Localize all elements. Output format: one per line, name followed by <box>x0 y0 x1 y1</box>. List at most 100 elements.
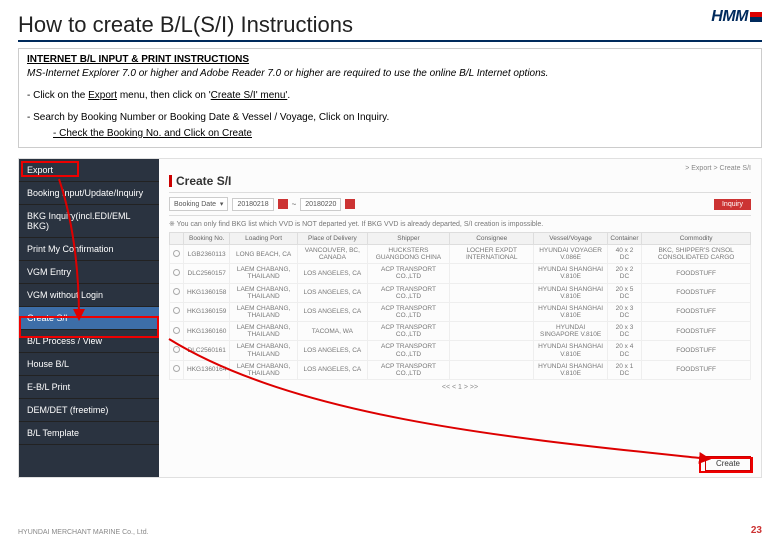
pager[interactable]: << < 1 > >> <box>169 384 751 391</box>
table-header: Booking No. <box>184 233 230 245</box>
table-cell: FOODSTUFF <box>642 302 751 321</box>
filter-select[interactable]: Booking Date ▾ <box>169 197 228 211</box>
table-cell: ACP TRANSPORT CO.,LTD <box>367 302 449 321</box>
section-title: Create S/I <box>169 174 751 188</box>
table-cell: LONG BEACH, CA <box>230 245 297 264</box>
sidebar-item[interactable]: VGM Entry <box>19 261 159 284</box>
row-radio[interactable] <box>173 346 180 353</box>
note-text: ※ You can only find BKG list which VVD i… <box>169 220 751 228</box>
table-cell: FOODSTUFF <box>642 283 751 302</box>
table-cell: VANCOUVER, BC, CANADA <box>297 245 367 264</box>
table-cell <box>170 322 184 341</box>
table-cell: 20 x 3 DC <box>607 322 642 341</box>
table-row[interactable]: LGB2360113LONG BEACH, CAVANCOUVER, BC, C… <box>170 245 751 264</box>
table-cell <box>450 302 534 321</box>
table-cell: 20 x 5 DC <box>607 283 642 302</box>
table-cell: ACP TRANSPORT CO.,LTD <box>367 322 449 341</box>
table-cell <box>170 283 184 302</box>
results-table: Booking No.Loading PortPlace of Delivery… <box>169 232 751 380</box>
table-header: Consignee <box>450 233 534 245</box>
table-cell: LOS ANGELES, CA <box>297 302 367 321</box>
table-cell: HKG1360158 <box>184 283 230 302</box>
row-radio[interactable] <box>173 269 180 276</box>
table-cell: DLC2560161 <box>184 341 230 360</box>
table-cell: HUCKSTERS GUANGDONG CHINA <box>367 245 449 264</box>
filter-row: Booking Date ▾ 20180218 ~ 20180220 Inqui… <box>169 192 751 216</box>
sidebar-item[interactable]: E-B/L Print <box>19 376 159 399</box>
table-row[interactable]: HKG1360158LAEM CHABANG, THAILANDLOS ANGE… <box>170 283 751 302</box>
table-cell: 20 x 1 DC <box>607 360 642 379</box>
sidebar-item[interactable]: VGM without Login <box>19 284 159 307</box>
table-cell: 40 x 2 DC <box>607 245 642 264</box>
sidebar: ExportBooking Input/Update/InquiryBKG In… <box>19 159 159 477</box>
table-cell: ACP TRANSPORT CO.,LTD <box>367 341 449 360</box>
sidebar-item[interactable]: Export <box>19 159 159 182</box>
sidebar-item[interactable]: Create S/I <box>19 307 159 330</box>
intro-heading: INTERNET B/L INPUT & PRINT INSTRUCTIONS <box>27 53 753 67</box>
sidebar-item[interactable]: B/L Template <box>19 422 159 445</box>
table-cell: LAEM CHABANG, THAILAND <box>230 341 297 360</box>
date-from-input[interactable]: 20180218 <box>232 198 273 211</box>
sidebar-item[interactable]: B/L Process / View <box>19 330 159 353</box>
table-cell: 20 x 3 DC <box>607 302 642 321</box>
table-cell: FOODSTUFF <box>642 264 751 283</box>
row-radio[interactable] <box>173 307 180 314</box>
intro-bullet-2: - Search by Booking Number or Booking Da… <box>27 111 753 125</box>
sidebar-item[interactable]: House B/L <box>19 353 159 376</box>
table-cell <box>170 245 184 264</box>
create-button[interactable]: Create <box>705 456 751 471</box>
table-row[interactable]: HKG1360159LAEM CHABANG, THAILANDLOS ANGE… <box>170 302 751 321</box>
sidebar-item[interactable]: DEM/DET (freetime) <box>19 399 159 422</box>
table-header <box>170 233 184 245</box>
table-header: Commodity <box>642 233 751 245</box>
table-cell: HYUNDAI SINGAPORE V.810E <box>534 322 607 341</box>
page-number: 23 <box>751 525 762 536</box>
table-cell: HKG1360164 <box>184 360 230 379</box>
table-cell: LOS ANGELES, CA <box>297 264 367 283</box>
table-cell: HKG1360159 <box>184 302 230 321</box>
page-title: How to create B/L(S/I) Instructions <box>18 8 353 38</box>
intro-subheading: MS-Internet Explorer 7.0 or higher and A… <box>27 67 753 81</box>
main-panel: > Export > Create S/I Create S/I Booking… <box>159 159 761 477</box>
table-cell: LAEM CHABANG, THAILAND <box>230 264 297 283</box>
instructions-box: INTERNET B/L INPUT & PRINT INSTRUCTIONS … <box>18 48 762 148</box>
table-cell: LAEM CHABANG, THAILAND <box>230 360 297 379</box>
calendar-icon[interactable] <box>278 199 288 209</box>
table-cell: LGB2360113 <box>184 245 230 264</box>
footer-text: HYUNDAI MERCHANT MARINE Co., Ltd. <box>18 529 149 536</box>
sidebar-item[interactable]: Booking Input/Update/Inquiry <box>19 182 159 205</box>
row-radio[interactable] <box>173 365 180 372</box>
date-to-input[interactable]: 20180220 <box>300 198 341 211</box>
table-row[interactable]: HKG1360164LAEM CHABANG, THAILANDLOS ANGE… <box>170 360 751 379</box>
app-screenshot: ExportBooking Input/Update/InquiryBKG In… <box>18 158 762 478</box>
table-row[interactable]: HKG1360160LAEM CHABANG, THAILANDTACOMA, … <box>170 322 751 341</box>
table-cell: ACP TRANSPORT CO.,LTD <box>367 283 449 302</box>
table-cell: HKG1360160 <box>184 322 230 341</box>
table-cell <box>170 341 184 360</box>
table-cell <box>450 360 534 379</box>
table-cell: LOS ANGELES, CA <box>297 283 367 302</box>
row-radio[interactable] <box>173 327 180 334</box>
table-cell: HYUNDAI SHANGHAI V.810E <box>534 341 607 360</box>
intro-bullet-2-sub: - Check the Booking No. and Click on Cre… <box>53 127 753 141</box>
sidebar-item[interactable]: BKG Inquiry(incl.EDI/EML BKG) <box>19 205 159 238</box>
table-row[interactable]: DLC2560161LAEM CHABANG, THAILANDLOS ANGE… <box>170 341 751 360</box>
table-cell: LAEM CHABANG, THAILAND <box>230 283 297 302</box>
row-radio[interactable] <box>173 250 180 257</box>
table-cell: 20 x 2 DC <box>607 264 642 283</box>
table-cell: TACOMA, WA <box>297 322 367 341</box>
table-cell: HYUNDAI VOYAGER V.086E <box>534 245 607 264</box>
table-header: Loading Port <box>230 233 297 245</box>
table-cell: LAEM CHABANG, THAILAND <box>230 322 297 341</box>
table-cell: LOS ANGELES, CA <box>297 360 367 379</box>
calendar-icon[interactable] <box>345 199 355 209</box>
table-cell: LOCHER EXPDT INTERNATIONAL <box>450 245 534 264</box>
table-cell: FOODSTUFF <box>642 322 751 341</box>
table-row[interactable]: DLC2560157LAEM CHABANG, THAILANDLOS ANGE… <box>170 264 751 283</box>
table-cell: BKC, SHIPPER'S CNSOL CONSOLIDATED CARGO <box>642 245 751 264</box>
inquiry-button[interactable]: Inquiry <box>714 199 751 210</box>
row-radio[interactable] <box>173 288 180 295</box>
table-cell <box>450 283 534 302</box>
sidebar-item[interactable]: Print My Confirmation <box>19 238 159 261</box>
breadcrumb: > Export > Create S/I <box>169 165 751 172</box>
